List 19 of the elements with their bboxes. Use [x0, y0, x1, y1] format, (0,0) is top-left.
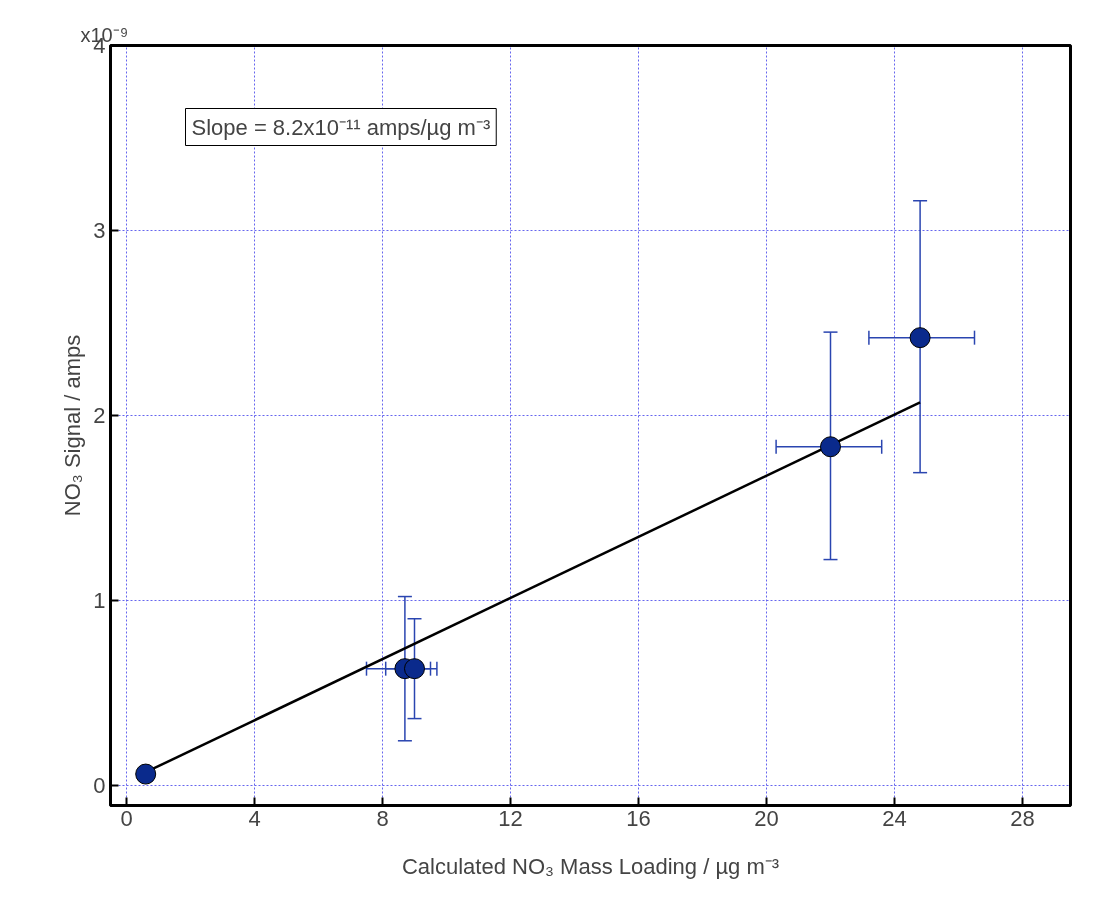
x-tick-label: 28	[1010, 805, 1035, 831]
x-tick-label: 12	[498, 805, 523, 831]
y-tick-label: 2	[93, 402, 106, 428]
x-tick-label: 20	[754, 805, 779, 831]
x-tick-label: 24	[882, 805, 907, 831]
point	[135, 763, 157, 785]
y-tick-label: 3	[93, 217, 106, 243]
annotation: Slope = 8.2x10⁻¹¹ amps/µg m⁻³	[191, 114, 491, 140]
y-axis-title: NO₃ Signal / amps	[60, 334, 86, 517]
x-axis-title: Calculated NO₃ Mass Loading / µg m⁻³	[401, 853, 780, 879]
x-tick-label: 8	[376, 805, 389, 831]
y-tick-label: 1	[93, 587, 106, 613]
point	[820, 436, 841, 458]
x-tick-label: 4	[248, 805, 261, 831]
point	[404, 658, 425, 680]
point	[909, 327, 931, 349]
y-tick-label: 0	[93, 772, 106, 798]
x-tick-label: 0	[120, 805, 133, 831]
x-tick-label: 16	[626, 805, 651, 831]
